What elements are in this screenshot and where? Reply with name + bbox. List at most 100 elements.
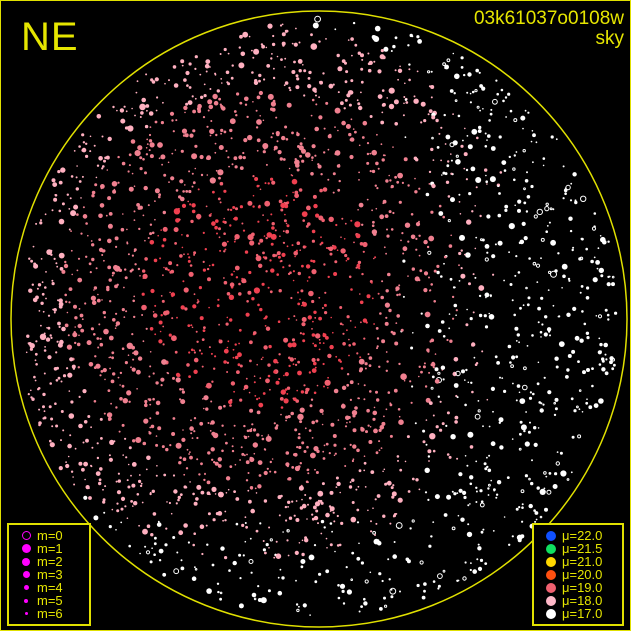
star-mark bbox=[545, 475, 548, 478]
star-mark bbox=[268, 547, 270, 549]
star-mark bbox=[99, 467, 103, 471]
star-mark bbox=[262, 251, 265, 255]
star-mark bbox=[180, 566, 185, 571]
star-mark bbox=[290, 411, 295, 416]
star-mark bbox=[311, 159, 314, 161]
star-mark bbox=[533, 442, 538, 447]
star-mark bbox=[134, 263, 137, 266]
star-mark bbox=[465, 252, 471, 258]
star-mark bbox=[91, 446, 94, 449]
star-mark bbox=[592, 277, 598, 283]
star-mark bbox=[172, 417, 176, 420]
star-mark bbox=[544, 507, 548, 512]
star-mark bbox=[247, 200, 253, 206]
star-mark bbox=[469, 101, 472, 104]
star-mark bbox=[499, 376, 501, 379]
star-mark bbox=[392, 44, 396, 49]
star-mark bbox=[402, 246, 408, 252]
star-mark bbox=[208, 214, 212, 217]
star-mark bbox=[208, 306, 210, 309]
star-mark bbox=[392, 331, 396, 336]
star-mark bbox=[314, 501, 321, 507]
star-mark bbox=[102, 488, 104, 491]
star-mark bbox=[263, 147, 266, 150]
star-mark bbox=[75, 187, 80, 191]
star-mark bbox=[284, 125, 288, 129]
star-mark bbox=[314, 126, 320, 132]
star-mark bbox=[191, 326, 194, 329]
star-mark bbox=[297, 436, 301, 440]
star-mark bbox=[162, 237, 167, 242]
star-mark bbox=[222, 519, 225, 522]
star-mark bbox=[566, 368, 570, 372]
star-mark bbox=[80, 197, 82, 199]
brightness-legend-item: μ=21.0 bbox=[540, 555, 616, 568]
star-mark bbox=[247, 472, 250, 474]
star-mark bbox=[413, 98, 419, 104]
star-mark bbox=[226, 361, 230, 364]
star-mark bbox=[104, 485, 107, 488]
star-mark bbox=[191, 185, 194, 188]
star-mark bbox=[225, 441, 228, 445]
star-mark bbox=[361, 272, 364, 276]
star-mark bbox=[67, 455, 70, 458]
star-mark bbox=[358, 144, 361, 147]
star-mark bbox=[360, 426, 364, 430]
star-mark bbox=[281, 23, 284, 26]
star-mark bbox=[211, 431, 216, 436]
star-mark bbox=[540, 296, 544, 300]
star-mark bbox=[350, 37, 354, 41]
star-mark bbox=[342, 332, 345, 335]
star-mark bbox=[323, 263, 326, 266]
star-mark bbox=[172, 376, 175, 380]
star-mark bbox=[229, 465, 233, 468]
star-mark bbox=[475, 68, 480, 73]
star-mark bbox=[385, 252, 387, 255]
star-mark bbox=[550, 270, 557, 278]
star-mark bbox=[490, 479, 493, 482]
star-mark bbox=[148, 111, 154, 116]
star-mark bbox=[117, 155, 120, 159]
star-mark bbox=[467, 381, 470, 384]
star-mark bbox=[245, 460, 250, 465]
star-mark bbox=[357, 266, 360, 269]
star-mark bbox=[98, 323, 101, 326]
star-mark bbox=[442, 335, 446, 338]
star-mark bbox=[436, 264, 440, 268]
star-mark bbox=[458, 472, 463, 477]
star-mark bbox=[353, 241, 355, 244]
star-mark bbox=[249, 340, 253, 345]
star-mark bbox=[257, 460, 263, 465]
star-mark bbox=[49, 439, 52, 443]
star-mark bbox=[257, 484, 262, 489]
star-mark bbox=[199, 154, 204, 160]
star-mark bbox=[200, 462, 203, 466]
star-mark bbox=[77, 323, 82, 329]
star-mark bbox=[455, 159, 461, 165]
star-mark bbox=[372, 531, 377, 535]
star-mark bbox=[503, 169, 507, 172]
star-mark bbox=[477, 546, 482, 551]
star-mark bbox=[466, 308, 468, 311]
star-mark bbox=[166, 371, 169, 374]
star-mark bbox=[299, 407, 305, 413]
star-mark bbox=[337, 419, 340, 421]
star-mark bbox=[395, 322, 398, 324]
star-mark bbox=[374, 498, 377, 501]
star-mark bbox=[246, 300, 249, 303]
star-mark bbox=[78, 395, 81, 398]
star-mark bbox=[273, 470, 277, 474]
star-mark bbox=[125, 310, 128, 313]
star-mark bbox=[324, 311, 328, 315]
star-mark bbox=[332, 331, 334, 334]
star-mark bbox=[451, 490, 454, 493]
star-mark bbox=[393, 99, 399, 105]
star-mark bbox=[336, 53, 340, 58]
star-mark bbox=[183, 523, 188, 528]
star-mark bbox=[392, 484, 395, 487]
star-mark bbox=[282, 531, 284, 533]
star-mark bbox=[407, 44, 410, 47]
star-mark bbox=[77, 366, 81, 369]
star-mark bbox=[207, 451, 211, 455]
star-mark bbox=[208, 346, 211, 349]
